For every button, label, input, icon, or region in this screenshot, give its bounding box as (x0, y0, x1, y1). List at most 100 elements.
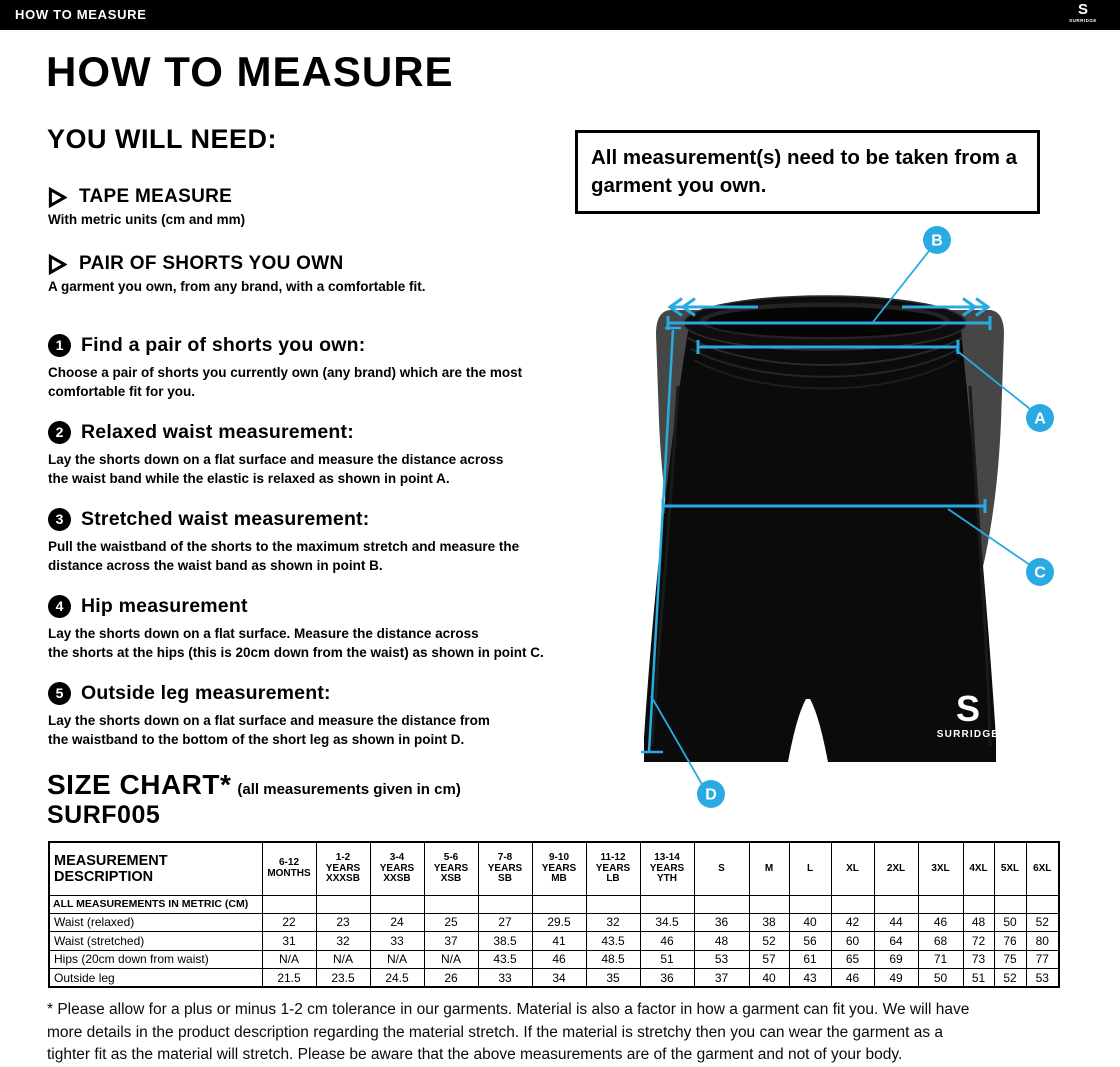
size-value-cell: N/A (315, 949, 371, 969)
metric-note-cell: ALL MEASUREMENTS IN METRIC (CM) (48, 894, 263, 914)
size-value-cell: 52 (1025, 912, 1060, 932)
top-bar-title: HOW TO MEASURE (15, 7, 147, 22)
size-value-cell: 69 (873, 949, 919, 969)
measure-steps: 1 Find a pair of shorts you own: Choose … (48, 334, 648, 769)
surridge-logo-text: SURRIDGE (1069, 18, 1097, 23)
size-value-cell: N/A (261, 949, 317, 969)
shorts-diagram: S SURRIDGE (618, 226, 1120, 836)
size-value-cell: 51 (639, 949, 695, 969)
step-body: Lay the shorts down on a flat surface an… (48, 452, 504, 486)
step-title: Stretched waist measurement: (81, 508, 370, 530)
size-value-cell: 34.5 (639, 912, 695, 932)
size-value-cell: 80 (1025, 931, 1060, 951)
need-item-desc: A garment you own, from any brand, with … (48, 279, 426, 294)
step-body: Choose a pair of shorts you currently ow… (48, 365, 523, 399)
size-value-cell: 40 (748, 968, 790, 988)
step-number-badge: 4 (48, 595, 71, 618)
size-row: Waist (stretched) 31 32 33 37 38.5 41 43.5 46 48 5… (48, 931, 1060, 951)
size-column-header: 6XL (1025, 841, 1060, 896)
size-column-header: 2XL (873, 841, 919, 896)
size-value-cell: 23.5 (315, 968, 371, 988)
size-column-header: 3XL (917, 841, 964, 896)
triangle-bullet-icon (48, 253, 67, 275)
need-item-title: PAIR OF SHORTS YOU OWN (79, 253, 344, 274)
size-value-cell: 43.5 (585, 931, 641, 951)
size-column-header: 13-14 YEARS YTH (639, 841, 695, 896)
size-value-cell: 61 (788, 949, 832, 969)
shorts-body (644, 303, 996, 762)
step-title: Hip measurement (81, 595, 248, 617)
size-value-cell: 46 (830, 968, 875, 988)
measurement-markers: B A C D (697, 226, 1054, 808)
size-row-label: Hips (20cm down from waist) (48, 949, 263, 969)
size-value-cell: 44 (873, 912, 919, 932)
size-column-header: 5-6 YEARS XSB (423, 841, 479, 896)
measurement-description-header: MEASUREMENT DESCRIPTION (48, 841, 263, 896)
size-row-label: Outside leg (48, 968, 263, 988)
size-value-cell: 60 (830, 931, 875, 951)
size-value-cell: 25 (423, 912, 479, 932)
size-value-cell: 77 (1025, 949, 1060, 969)
size-value-cell: 48 (962, 912, 995, 932)
size-value-cell: 72 (962, 931, 995, 951)
marker-c (1026, 558, 1054, 586)
need-item-shorts: PAIR OF SHORTS YOU OWN A garment you own… (48, 253, 608, 294)
size-value-cell: 52 (993, 968, 1027, 988)
shorts-brand-icon: S (956, 688, 980, 729)
size-value-cell: 21.5 (261, 968, 317, 988)
step-number-badge: 1 (48, 334, 71, 357)
size-value-cell: 50 (993, 912, 1027, 932)
size-value-cell: 38.5 (477, 931, 533, 951)
size-value-cell: 75 (993, 949, 1027, 969)
size-value-cell: 53 (693, 949, 750, 969)
step-body: Pull the waistband of the shorts to the … (48, 539, 520, 573)
size-chart-note: (all measurements given in cm) (237, 781, 461, 798)
size-value-cell: 37 (423, 931, 479, 951)
size-value-cell: 48.5 (585, 949, 641, 969)
size-value-cell: 29.5 (531, 912, 587, 932)
size-value-cell: 33 (477, 968, 533, 988)
size-column-header: 7-8 YEARS SB (477, 841, 533, 896)
step-3: 3 Stretched waist measurement: Pull the … (48, 508, 648, 575)
size-value-cell: 68 (917, 931, 964, 951)
size-value-cell: 35 (585, 968, 641, 988)
you-will-need-heading: YOU WILL NEED: (47, 124, 278, 154)
size-value-cell: 71 (917, 949, 964, 969)
size-value-cell: 32 (315, 931, 371, 951)
marker-b (923, 226, 951, 254)
top-bar: HOW TO MEASURE S SURRIDGE (0, 0, 1120, 30)
size-value-cell: N/A (369, 949, 425, 969)
measurement-note-box: All measurement(s) need to be taken from… (575, 130, 1040, 214)
size-column-header: 11-12 YEARS LB (585, 841, 641, 896)
size-chart-heading: SIZE CHART* (all measurements given in cm… (47, 769, 461, 801)
size-value-cell: 56 (788, 931, 832, 951)
step-body: Lay the shorts down on a flat surface an… (48, 713, 490, 747)
page-title: HOW TO MEASURE (46, 48, 454, 95)
need-item-tape-measure: TAPE MEASURE With metric units (cm and m… (48, 186, 608, 227)
size-value-cell: 65 (830, 949, 875, 969)
size-value-cell: 46 (639, 931, 695, 951)
size-value-cell: 64 (873, 931, 919, 951)
size-column-header: M (748, 841, 790, 896)
size-value-cell: 57 (748, 949, 790, 969)
size-column-header: XL (830, 841, 875, 896)
size-value-cell: 53 (1025, 968, 1060, 988)
size-value-cell: 40 (788, 912, 832, 932)
size-column-header: 5XL (993, 841, 1027, 896)
surridge-logo-icon: S (1077, 1, 1088, 18)
size-row: Hips (20cm down from waist) N/A N/A N/A N/A 4… (48, 949, 1060, 969)
size-column-header: 6-12 MONTHS (261, 841, 317, 896)
step-2: 2 Relaxed waist measurement: Lay the sho… (48, 421, 648, 488)
size-row-label: Waist (stretched) (48, 931, 263, 951)
step-number-badge: 3 (48, 508, 71, 531)
step-4: 4 Hip measurement Lay the shorts down on… (48, 595, 648, 662)
size-chart: MEASUREMENT DESCRIPTION 6-12 MONTHS 1-2 YEA… (48, 841, 1060, 988)
marker-c-label: C (1034, 565, 1046, 582)
product-code: SURF005 (47, 801, 161, 829)
size-value-cell: 43 (788, 968, 832, 988)
size-value-cell: 24.5 (369, 968, 425, 988)
shorts-illustration: S SURRIDGE (641, 226, 1054, 808)
size-chart-title: SIZE CHART* (47, 769, 232, 800)
marker-d (697, 780, 725, 808)
size-value-cell: 22 (261, 912, 317, 932)
